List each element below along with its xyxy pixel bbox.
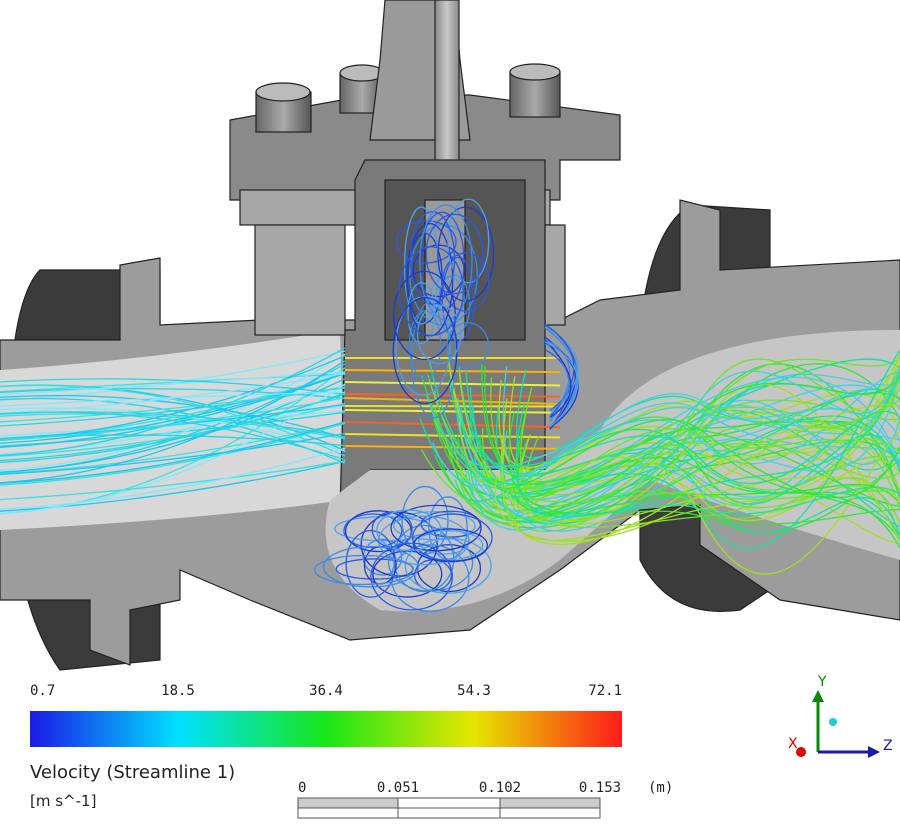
streamline-swirl xyxy=(407,282,436,345)
streamline xyxy=(466,368,900,531)
streamline-swirl xyxy=(370,542,454,611)
scale-tick-label: 0.051 xyxy=(377,780,419,796)
streamline-swirl xyxy=(446,322,490,369)
streamline xyxy=(454,428,900,505)
streamline xyxy=(0,373,346,393)
colorbar-units: [m s^-1] xyxy=(30,792,96,810)
streamline xyxy=(0,347,346,457)
streamline-swirl xyxy=(419,204,473,321)
streamline-swirl xyxy=(412,529,484,561)
streamline xyxy=(0,371,346,396)
streamline xyxy=(448,376,900,519)
streamline xyxy=(0,413,346,440)
scale-tick-label: 0.102 xyxy=(479,780,521,796)
streamline xyxy=(0,397,346,442)
streamline-swirl xyxy=(377,515,470,566)
streamline xyxy=(522,428,900,510)
streamline xyxy=(516,369,900,471)
streamline xyxy=(512,449,900,549)
colorbar-tick-label: 0.7 xyxy=(30,683,55,699)
streamline xyxy=(465,370,900,536)
streamline xyxy=(544,339,572,418)
streamline-swirl xyxy=(322,546,419,588)
streamline xyxy=(0,391,346,407)
streamline xyxy=(502,353,900,514)
streamline xyxy=(0,421,346,475)
streamline-swirl xyxy=(362,538,403,576)
streamline xyxy=(344,409,561,414)
colorbar-tick-label: 18.5 xyxy=(161,683,195,699)
streamline-swirl xyxy=(412,513,493,562)
streamline xyxy=(0,460,346,501)
streamline xyxy=(524,435,900,529)
streamline xyxy=(0,411,346,461)
streamline xyxy=(448,379,900,485)
streamline xyxy=(0,447,346,511)
streamline xyxy=(544,341,579,428)
axis-y-label: Y xyxy=(817,674,827,690)
streamline-swirl xyxy=(376,509,442,552)
streamline xyxy=(479,418,900,499)
streamline-swirl xyxy=(313,554,414,586)
colorbar-tick-label: 36.4 xyxy=(309,683,343,699)
streamline xyxy=(494,404,900,542)
streamline xyxy=(434,406,900,523)
scale-unit: (m) xyxy=(648,780,673,796)
streamline xyxy=(0,422,346,486)
streamline-swirl xyxy=(398,246,464,337)
streamline-swirl xyxy=(387,533,474,592)
streamline-swirl xyxy=(442,252,490,312)
streamline xyxy=(458,421,900,575)
axis-z-label: Z xyxy=(883,738,893,754)
scale-tick-label: 0.153 xyxy=(579,780,621,796)
streamline xyxy=(455,350,900,514)
streamline xyxy=(515,402,900,518)
colorbar xyxy=(30,711,622,747)
streamline xyxy=(0,383,346,515)
colorbar-tick-label: 72.1 xyxy=(588,683,622,699)
streamline-swirl xyxy=(416,304,462,365)
streamline xyxy=(501,427,900,546)
streamline-swirl xyxy=(447,198,490,284)
streamline xyxy=(0,360,346,484)
streamline xyxy=(0,394,346,439)
streamline xyxy=(0,350,346,402)
streamlines xyxy=(0,198,900,612)
streamline xyxy=(0,432,346,476)
streamline xyxy=(457,397,900,522)
streamline xyxy=(448,366,900,522)
streamline xyxy=(0,421,346,485)
colorbar-title: Velocity (Streamline 1) xyxy=(30,762,235,783)
streamline-swirl xyxy=(413,528,489,563)
axis-triad xyxy=(796,690,880,758)
streamline xyxy=(0,460,346,512)
scale-tick-label: 0 xyxy=(298,780,306,796)
streamline-swirl xyxy=(425,213,484,295)
streamline-swirl xyxy=(334,516,434,542)
streamline xyxy=(0,392,346,464)
streamline xyxy=(344,369,561,374)
streamline xyxy=(501,426,900,526)
streamline-swirl xyxy=(343,513,403,549)
scale-bar xyxy=(297,797,601,819)
colorbar-tick-label: 54.3 xyxy=(457,683,491,699)
axis-x-label: X xyxy=(788,736,798,752)
streamline xyxy=(420,358,900,519)
streamline-swirl xyxy=(390,504,482,552)
streamline-swirl xyxy=(404,537,492,594)
streamline xyxy=(544,339,571,422)
streamline xyxy=(450,406,900,506)
streamline-swirl xyxy=(408,310,442,380)
streamline xyxy=(344,421,561,429)
